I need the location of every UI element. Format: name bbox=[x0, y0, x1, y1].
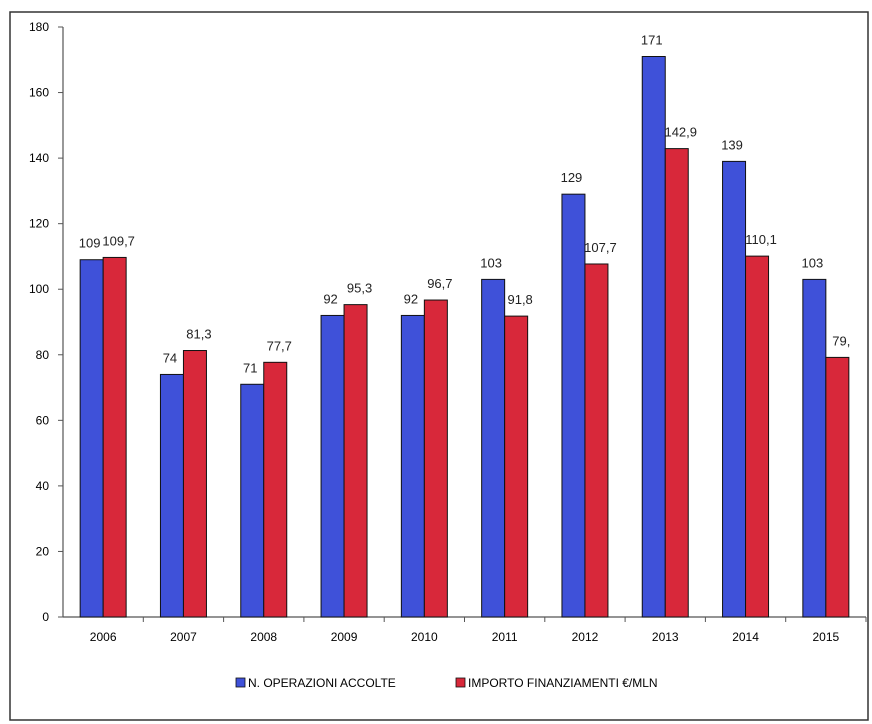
y-tick-label: 140 bbox=[29, 151, 49, 165]
y-tick-label: 120 bbox=[29, 217, 49, 231]
data-label-importo: 95,3 bbox=[347, 281, 372, 296]
x-tick-label: 2006 bbox=[90, 630, 117, 644]
bar-operazioni bbox=[802, 278, 827, 618]
data-label-importo: 81,3 bbox=[186, 327, 211, 342]
bar-operazioni bbox=[400, 314, 425, 618]
x-tick-label: 2014 bbox=[732, 630, 759, 644]
bar-importo bbox=[423, 299, 448, 618]
bar-importo bbox=[825, 356, 850, 618]
data-label-operazioni: 129 bbox=[561, 170, 583, 185]
y-tick-label: 80 bbox=[36, 348, 50, 362]
y-tick-label: 100 bbox=[29, 282, 49, 296]
bar-importo bbox=[504, 315, 529, 618]
data-label-operazioni: 92 bbox=[323, 291, 337, 306]
data-label-importo: 79, bbox=[832, 333, 850, 348]
y-tick-label: 60 bbox=[36, 413, 50, 427]
bars-group bbox=[79, 56, 850, 618]
data-label-operazioni: 171 bbox=[641, 33, 663, 48]
data-label-importo: 107,7 bbox=[584, 240, 617, 255]
bar-operazioni bbox=[641, 56, 666, 618]
legend-label-operazioni: N. OPERAZIONI ACCOLTE bbox=[248, 676, 396, 690]
legend-swatch-importo bbox=[455, 677, 466, 688]
legend-label-importo: IMPORTO FINANZIAMENTI €/MLN bbox=[468, 676, 658, 690]
data-label-operazioni: 103 bbox=[801, 255, 823, 270]
legend: N. OPERAZIONI ACCOLTE IMPORTO FINANZIAMEN… bbox=[235, 676, 658, 690]
bar-importo bbox=[343, 304, 368, 618]
bar-operazioni bbox=[481, 278, 506, 618]
bar-importo bbox=[263, 361, 288, 618]
x-axis-labels: 2006 2007 2008 2009 2010 2011 2012 2013 2014 2015 bbox=[90, 617, 867, 644]
bar-operazioni bbox=[240, 383, 265, 618]
data-label-importo: 109,7 bbox=[102, 233, 135, 248]
bar-importo bbox=[182, 350, 207, 618]
data-label-operazioni: 139 bbox=[721, 137, 743, 152]
bar-importo bbox=[745, 255, 770, 618]
bar-operazioni bbox=[722, 160, 747, 618]
x-tick-label: 2015 bbox=[812, 630, 839, 644]
x-tick-label: 2010 bbox=[411, 630, 438, 644]
y-tick-label: 20 bbox=[36, 544, 50, 558]
data-label-operazioni: 71 bbox=[243, 360, 257, 375]
data-label-operazioni: 109 bbox=[79, 236, 101, 251]
data-label-importo: 91,8 bbox=[507, 292, 532, 307]
bar-importo bbox=[664, 148, 689, 618]
y-tick-label: 180 bbox=[29, 20, 49, 34]
data-label-importo: 77,7 bbox=[267, 338, 292, 353]
bar-operazioni bbox=[320, 314, 345, 618]
x-tick-label: 2008 bbox=[250, 630, 277, 644]
y-tick-label: 0 bbox=[42, 610, 49, 624]
x-tick-label: 2007 bbox=[170, 630, 197, 644]
bar-importo bbox=[584, 263, 609, 618]
data-label-importo: 142,9 bbox=[664, 125, 697, 140]
y-axis-ticks: 0 20 40 60 80 100 120 140 160 180 bbox=[29, 20, 63, 624]
bar-operazioni bbox=[159, 373, 184, 618]
bar-operazioni bbox=[79, 259, 104, 618]
bar-operazioni bbox=[561, 193, 586, 618]
x-tick-label: 2013 bbox=[652, 630, 679, 644]
y-tick-label: 40 bbox=[36, 479, 50, 493]
legend-swatch-operazioni bbox=[235, 677, 246, 688]
x-tick-label: 2009 bbox=[331, 630, 358, 644]
x-tick-label: 2012 bbox=[572, 630, 599, 644]
data-label-importo: 96,7 bbox=[427, 276, 452, 291]
y-tick-label: 160 bbox=[29, 86, 49, 100]
data-label-operazioni: 92 bbox=[404, 291, 418, 306]
data-label-operazioni: 74 bbox=[163, 350, 177, 365]
data-labels-group: 109 109,7 74 81,3 71 77,7 92 95,3 92 96,7 103 91,8 1… bbox=[79, 33, 851, 376]
bar-importo bbox=[102, 256, 127, 618]
data-label-importo: 110,1 bbox=[745, 232, 777, 247]
data-label-operazioni: 103 bbox=[480, 255, 502, 270]
x-tick-label: 2011 bbox=[492, 630, 518, 644]
